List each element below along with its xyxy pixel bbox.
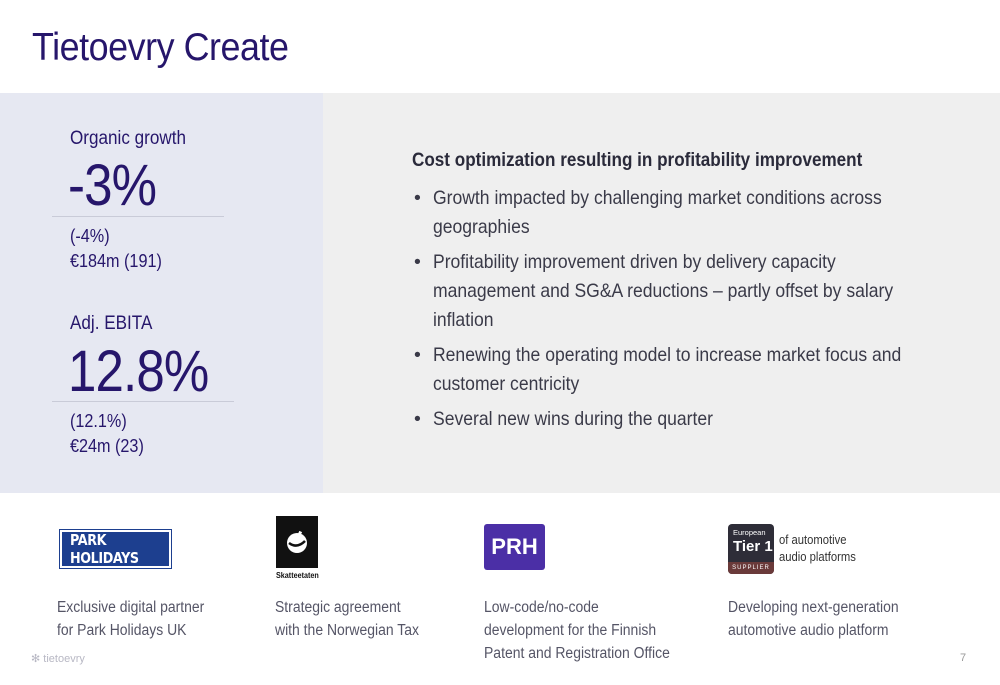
prh-logo: PRH xyxy=(484,524,545,570)
organic-growth-prior: (-4%) xyxy=(70,226,110,246)
adj-ebita-value: 12.8% xyxy=(68,339,209,404)
organic-growth-label: Organic growth xyxy=(70,128,186,149)
list-item: • Several new wins during the quarter xyxy=(412,405,942,434)
metric-divider xyxy=(52,401,234,402)
park-holidays-logo: PARK HOLIDAYS xyxy=(59,529,172,569)
tier1-supplier-logo: European Tier 1 SUPPLIER xyxy=(728,524,774,574)
list-item: • Growth impacted by challenging market c… xyxy=(412,184,942,242)
adj-ebita-label: Adj. EBITA xyxy=(70,313,153,334)
metrics-panel xyxy=(0,93,323,493)
bullet-icon: • xyxy=(414,187,421,209)
organic-growth-amount: €184m (191) xyxy=(70,251,162,271)
organic-growth-value: -3% xyxy=(68,153,157,218)
adj-ebita-prior: (12.1%) xyxy=(70,411,127,431)
summary-bullet-list: • Growth impacted by challenging market c… xyxy=(412,184,942,440)
summary-headline: Cost optimization resulting in profitabi… xyxy=(412,150,863,171)
tietoevry-footer-logo: ✻ tietoevry xyxy=(31,653,85,665)
tietoevry-mark-icon: ✻ xyxy=(31,653,41,665)
slide-title: Tietoevry Create xyxy=(32,26,289,69)
park-holidays-caption: Exclusive digital partner for Park Holid… xyxy=(57,599,205,639)
summary-panel xyxy=(323,93,1000,493)
skatteetaten-logo: Skatteetaten xyxy=(276,516,320,582)
page-number: 7 xyxy=(960,652,967,664)
list-item: • Profitability improvement driven by del… xyxy=(412,248,942,335)
tier1-tagline: of automotive audio platforms xyxy=(779,533,856,564)
list-item: • Renewing the operating model to increas… xyxy=(412,341,942,399)
tier1-caption: Developing next-generation automotive au… xyxy=(728,599,899,639)
prh-caption: Low-code/no-code development for the Fin… xyxy=(484,599,670,662)
adj-ebita-amount: €24m (23) xyxy=(70,436,144,456)
bullet-icon: • xyxy=(414,251,421,273)
metric-divider xyxy=(52,216,224,217)
bullet-icon: • xyxy=(414,344,421,366)
skatteetaten-caption: Strategic agreement with the Norwegian T… xyxy=(275,599,419,639)
bullet-icon: • xyxy=(414,408,421,430)
